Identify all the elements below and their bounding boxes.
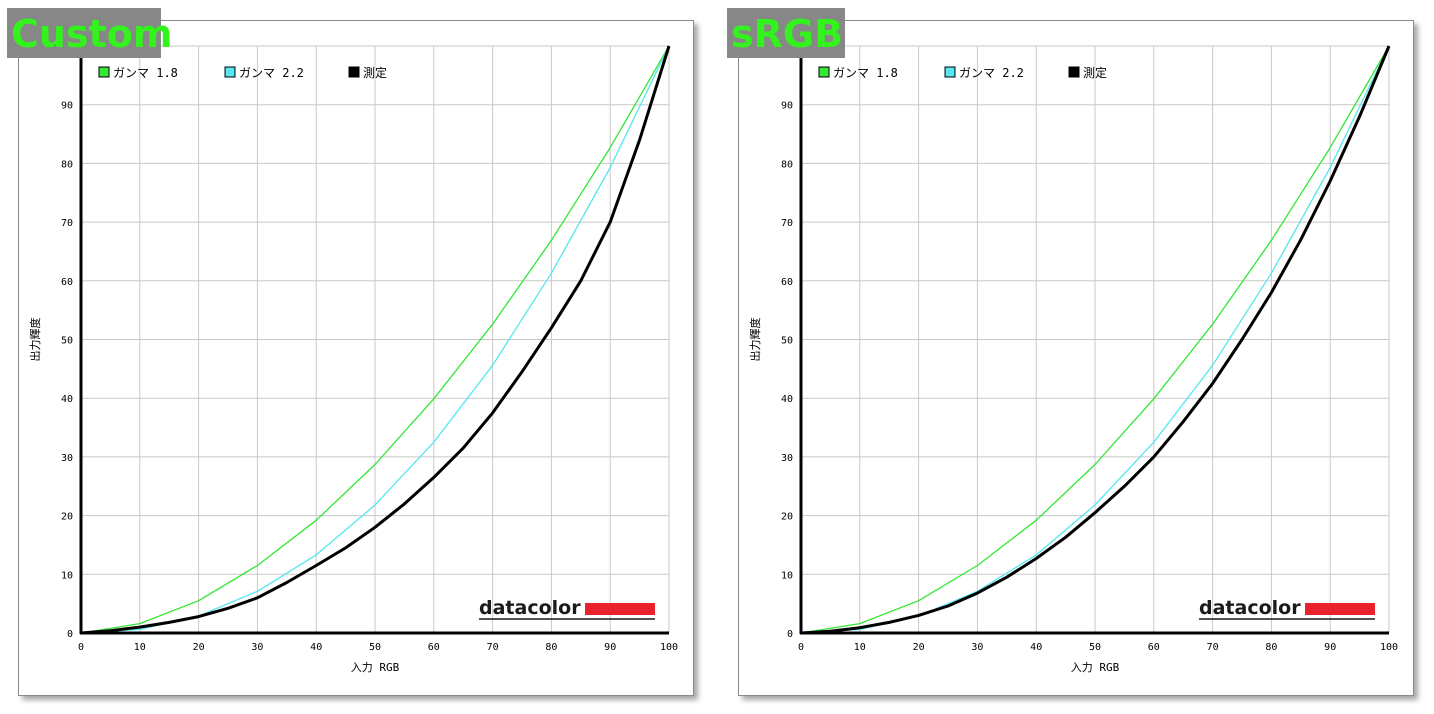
chart-svg-srgb: 0 10 20 30 40 50 60 70 80 90 100 0 10 20 30 40 50 60 70 80 9…	[748, 44, 1398, 674]
legend-swatch-0	[818, 66, 830, 78]
y-tick-label: 50	[781, 336, 793, 347]
x-tick-label: 80	[545, 642, 557, 653]
y-tick-label: 80	[781, 159, 793, 170]
datacolor-logo-bar	[585, 603, 655, 615]
y-tick-label: 0	[67, 629, 73, 640]
x-tick-label: 20	[193, 642, 205, 653]
y-tick-label: 70	[781, 218, 793, 229]
y-axis-label: 出力輝度	[748, 318, 762, 362]
legend-swatch-1	[944, 66, 956, 78]
legend-label-1: ガンマ 2.2	[239, 66, 304, 80]
y-tick-label: 80	[61, 159, 73, 170]
y-tick-label: 20	[61, 512, 73, 523]
legend-label-1: ガンマ 2.2	[959, 66, 1024, 80]
legend-swatch-1	[224, 66, 236, 78]
y-tick-label: 30	[61, 453, 73, 464]
x-tick-label: 10	[854, 642, 866, 653]
x-tick-label: 0	[798, 642, 804, 653]
legend-swatch-0	[98, 66, 110, 78]
legend-label-2: 測定	[1083, 65, 1107, 80]
x-tick-label: 0	[78, 642, 84, 653]
chart-tag-custom: Custom	[7, 8, 172, 58]
x-axis-label: 入力 RGB	[1071, 661, 1120, 674]
x-tick-label: 100	[1380, 642, 1398, 653]
x-tick-label: 50	[369, 642, 381, 653]
y-tick-label: 60	[61, 277, 73, 288]
y-tick-label: 20	[781, 512, 793, 523]
chart-tag-srgb: sRGB	[727, 8, 845, 58]
series-line-2	[80, 45, 671, 635]
legend-label-2: 測定	[363, 65, 387, 80]
legend-swatch-2	[1068, 66, 1080, 78]
y-tick-label: 50	[61, 336, 73, 347]
x-tick-label: 60	[1148, 642, 1160, 653]
legend-swatch-2	[348, 66, 360, 78]
datacolor-logo-bar	[1305, 603, 1375, 615]
x-tick-label: 50	[1089, 642, 1101, 653]
legend-label-0: ガンマ 1.8	[833, 66, 898, 80]
x-tick-label: 20	[913, 642, 925, 653]
y-tick-label: 40	[61, 394, 73, 405]
datacolor-logo-text: datacolor	[479, 597, 581, 619]
series-line-2	[800, 45, 1391, 635]
y-tick-label: 60	[781, 277, 793, 288]
x-tick-label: 100	[660, 642, 678, 653]
x-axis-label: 入力 RGB	[351, 661, 400, 674]
y-tick-label: 70	[61, 218, 73, 229]
x-tick-label: 90	[1324, 642, 1336, 653]
x-tick-label: 30	[251, 642, 263, 653]
y-tick-label: 0	[787, 629, 793, 640]
x-tick-label: 70	[487, 642, 499, 653]
legend-label-0: ガンマ 1.8	[113, 66, 178, 80]
y-axis-label: 出力輝度	[28, 318, 42, 362]
series-line-0	[80, 45, 670, 634]
chart-panel-srgb: 0 10 20 30 40 50 60 70 80 90 100 0 10 20 30 40 50 60 70 80 9…	[738, 20, 1414, 696]
x-tick-label: 70	[1207, 642, 1219, 653]
y-tick-label: 40	[781, 394, 793, 405]
x-tick-label: 60	[428, 642, 440, 653]
chart-panel-custom: 0 10 20 30 40 50 60 70 80 90 100 0 10 20 30 40 50 60 70 80 9…	[18, 20, 694, 696]
y-tick-label: 90	[61, 101, 73, 112]
x-tick-label: 90	[604, 642, 616, 653]
series-line-0	[800, 45, 1390, 634]
x-tick-label: 40	[310, 642, 322, 653]
x-tick-label: 30	[971, 642, 983, 653]
datacolor-logo-text: datacolor	[1199, 597, 1301, 619]
y-tick-label: 90	[781, 101, 793, 112]
x-tick-label: 40	[1030, 642, 1042, 653]
x-tick-label: 80	[1265, 642, 1277, 653]
y-tick-label: 30	[781, 453, 793, 464]
y-tick-label: 10	[781, 570, 793, 581]
chart-svg-custom: 0 10 20 30 40 50 60 70 80 90 100 0 10 20 30 40 50 60 70 80 9…	[28, 44, 678, 674]
y-tick-label: 10	[61, 570, 73, 581]
x-tick-label: 10	[134, 642, 146, 653]
